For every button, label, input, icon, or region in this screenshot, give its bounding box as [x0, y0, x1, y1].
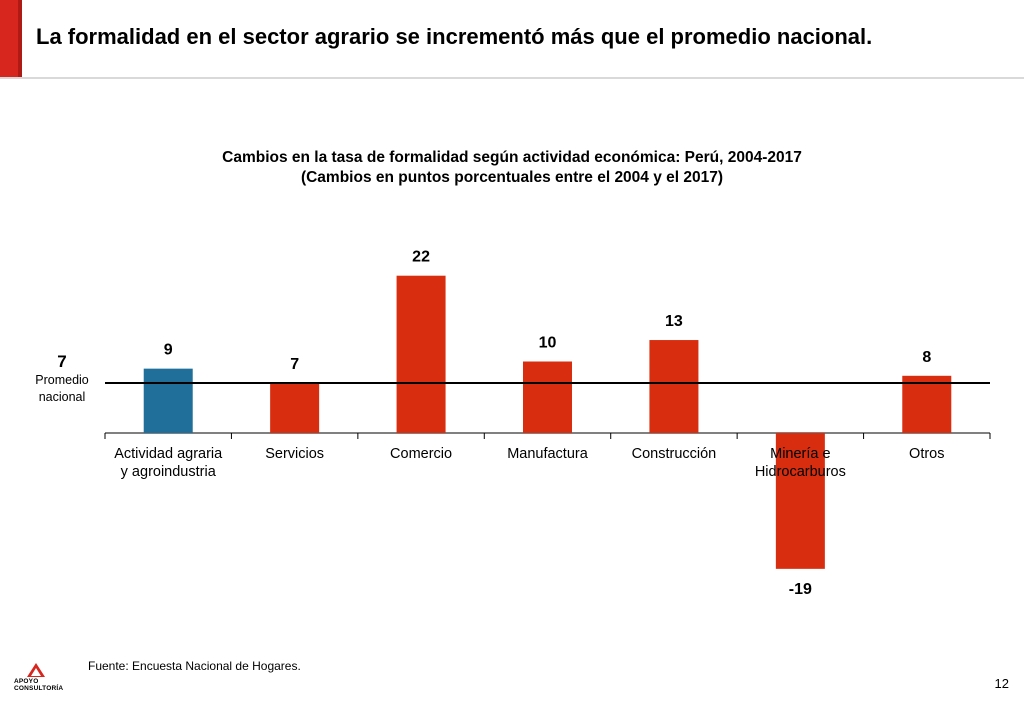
category-label: Otros — [909, 446, 944, 462]
logo-text-line-1: APOYO — [14, 678, 39, 685]
apoyo-consultoria-logo: APOYO CONSULTORÍA — [12, 662, 68, 700]
national-average-text-line-2: nacional — [38, 390, 86, 404]
bar-2 — [270, 382, 320, 433]
category-label: Construcción — [632, 446, 717, 462]
bar-value-label: 13 — [665, 313, 683, 330]
chart-title: Cambios en la tasa de formalidad según a… — [222, 149, 802, 166]
logo-text-line-2: CONSULTORÍA — [14, 685, 64, 692]
bar-value-label: 22 — [412, 249, 430, 266]
page-title: La formalidad en el sector agrario se in… — [36, 24, 873, 49]
bar-6 — [775, 433, 825, 569]
national-average-text-line-1: Promedio — [35, 373, 89, 387]
category-label: Servicios — [265, 446, 324, 462]
source-note: Fuente: Encuesta Nacional de Hogares. — [88, 659, 301, 673]
bar-7 — [902, 375, 952, 433]
header-accent-bar — [0, 0, 22, 78]
page-number: 12 — [994, 676, 1009, 691]
chart-subtitle: (Cambios en puntos porcentuales entre el… — [300, 169, 724, 186]
logo-text: APOYO CONSULTORÍA — [14, 678, 63, 692]
category-label: Manufactura — [507, 446, 589, 462]
bar-value-label: 8 — [922, 349, 931, 366]
bar-value-label: 7 — [290, 356, 299, 373]
bar-value-label: -19 — [789, 581, 812, 598]
bar-5 — [649, 340, 699, 433]
national-average-label: 7 Promedio nacional — [20, 352, 104, 406]
logo-mark-icon — [27, 663, 45, 677]
chart-title-block: Cambios en la tasa de formalidad según a… — [0, 148, 1024, 188]
category-label: Minería e Hidrocarburos — [755, 446, 846, 480]
bar-value-label: 9 — [164, 342, 173, 359]
bar-1 — [143, 368, 193, 433]
header-divider — [0, 77, 1024, 79]
bar-3 — [396, 275, 446, 433]
national-average-value: 7 — [57, 352, 67, 371]
bar-value-label: 10 — [539, 335, 557, 352]
category-label: Actividad agraria y agroindustria — [114, 446, 223, 480]
bar-4 — [523, 361, 572, 433]
category-label: Comercio — [390, 446, 452, 462]
